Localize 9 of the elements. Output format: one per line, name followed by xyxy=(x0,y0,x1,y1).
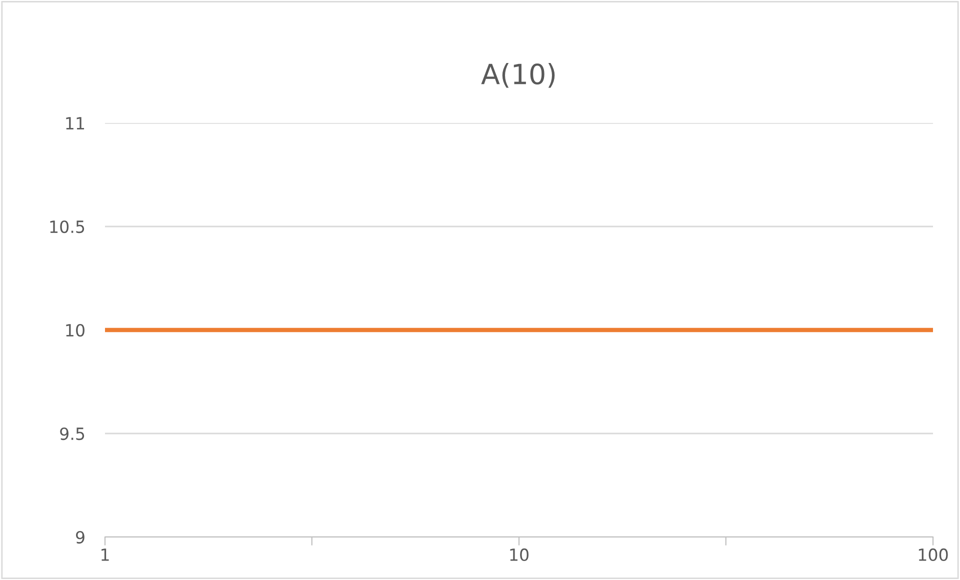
x-tick-label: 100 xyxy=(918,548,948,562)
x-tick-label: 1 xyxy=(102,548,109,561)
y-tick-label: 9.5 xyxy=(60,427,84,440)
y-tick-label: 11 xyxy=(66,117,84,130)
chart-title: A(10) xyxy=(481,63,555,88)
y-tick-label: 10 xyxy=(66,324,84,337)
x-tick-label: 10 xyxy=(510,548,528,562)
y-tick-label: 9 xyxy=(76,530,84,544)
y-tick-label: 10.5 xyxy=(50,220,84,234)
